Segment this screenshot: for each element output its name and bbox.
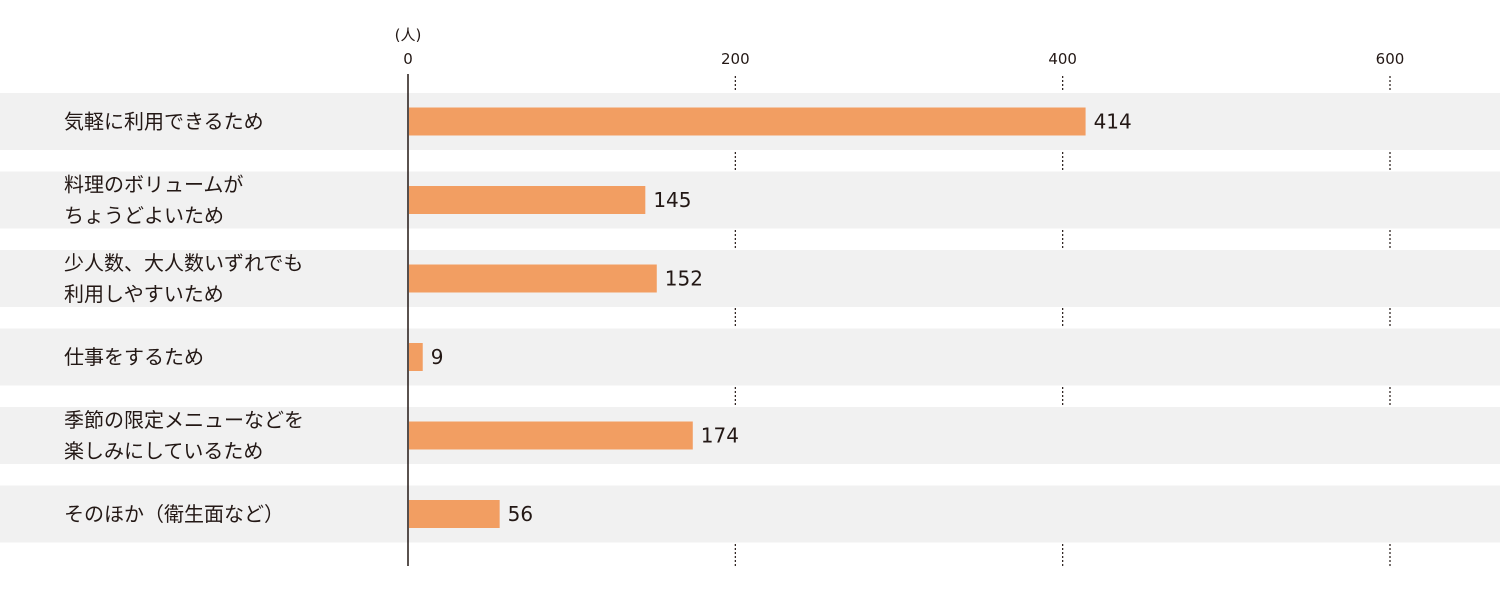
row-band-2: [0, 171, 1500, 229]
category-label-3-line-2: 利用しやすいため: [64, 282, 224, 306]
tick-label-600: 600: [1376, 50, 1405, 68]
value-label-3: 152: [665, 267, 703, 291]
value-label-6: 56: [508, 502, 533, 526]
bar-1: [409, 107, 1086, 136]
row-band-5: [0, 407, 1500, 464]
tick-label-400: 400: [1048, 50, 1077, 68]
bar-3: [409, 264, 657, 293]
bars: [409, 107, 1086, 528]
category-label-3-line-1: 少人数、大人数いずれでも: [64, 251, 303, 275]
category-label-5-line-1: 季節の限定メニューなどを: [64, 408, 304, 432]
value-label-4: 9: [431, 345, 444, 369]
tick-label-200: 200: [721, 50, 750, 68]
category-label-2-line-1: 料理のボリュームが: [64, 173, 243, 197]
category-label-4: 仕事をするため: [64, 345, 204, 369]
bar-2: [409, 186, 646, 214]
row-band-4: [0, 328, 1500, 386]
bar-6: [409, 500, 500, 528]
category-label-2-line-2: ちょうどよいため: [64, 204, 224, 228]
value-label-2: 145: [653, 188, 691, 212]
unit-label: (人): [395, 26, 422, 44]
row-band-6: [0, 485, 1500, 543]
tick-label-0: 0: [403, 50, 413, 68]
value-label-1: 414: [1094, 110, 1132, 134]
bar-4: [409, 343, 423, 371]
labels: (人) 0 200 400 600 414 気軽に利用できるため 145 料理のボリュームがちょ…: [64, 26, 1404, 526]
gridlines: [734, 76, 1391, 566]
value-label-5: 174: [701, 424, 739, 448]
row-bands: [0, 93, 1500, 543]
category-label-1: 気軽に利用できるため: [64, 110, 264, 134]
row-band-3: [0, 250, 1500, 307]
category-label-6: そのほか（衛生面など）: [64, 502, 284, 526]
category-label-5-line-2: 楽しみにしているため: [64, 439, 263, 463]
bar-5: [409, 421, 693, 450]
